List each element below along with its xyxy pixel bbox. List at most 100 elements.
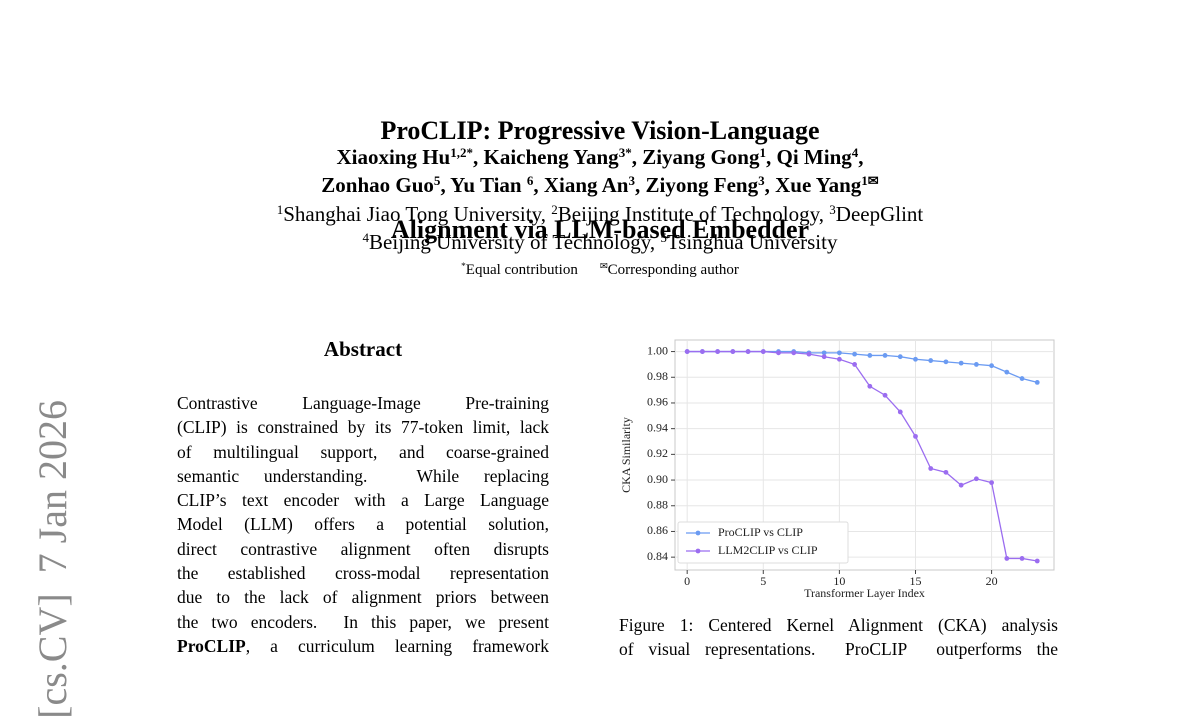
superscript: 3: [758, 172, 765, 188]
point: [852, 351, 858, 357]
abstract-heading: Abstract: [323, 337, 403, 361]
separator: ,: [473, 145, 479, 169]
y-tick-label: 0.94: [647, 420, 668, 434]
superscript: 1: [276, 201, 284, 217]
x-tick-label: 0: [684, 574, 690, 588]
bold-term: ProCLIP: [177, 635, 246, 656]
line: Xiaoxing Hu1,2*, Kaicheng Yang3*, Ziyang…: [0, 143, 1200, 171]
abstract-line: Contrastive Language-Image Pre-training: [177, 393, 549, 413]
separator: ,: [631, 145, 637, 169]
y-tick-label: 0.86: [647, 523, 668, 537]
point: [1004, 369, 1010, 375]
x-axis-label: Transformer Layer Index: [804, 586, 925, 600]
affiliations: 1Shanghai Jiao Tong University, 2Beijing…: [0, 200, 1200, 256]
abstract-line: (CLIP) is constrained by its 77-token li…: [177, 417, 549, 438]
separator: ,: [766, 145, 772, 169]
name: Qi Ming: [776, 145, 852, 169]
name: Xue Yang: [775, 173, 862, 197]
separator: ,: [818, 202, 825, 226]
point: [715, 349, 721, 354]
legend-marker: [695, 548, 701, 554]
superscript: 4: [362, 229, 370, 245]
point: [989, 363, 994, 369]
footnote-text: Equal contribution: [465, 262, 578, 278]
footnote-text: Corresponding author: [607, 262, 739, 278]
point: [928, 466, 934, 471]
separator: ,: [533, 173, 539, 197]
x-tick-label: 10: [833, 574, 845, 588]
point: [973, 362, 979, 367]
caption-line: of visual representations. ProCLIP outpe…: [619, 639, 1058, 660]
point: [1019, 376, 1025, 381]
point: [836, 356, 842, 362]
name: Zonhao Guo: [321, 173, 434, 197]
separator: ,: [440, 173, 446, 197]
y-tick-label: 0.84: [647, 549, 668, 563]
separator: ,: [635, 173, 641, 197]
point: [821, 354, 827, 360]
point: [989, 480, 994, 486]
y-tick-label: 1.00: [647, 343, 668, 357]
superscript: 4: [851, 144, 859, 160]
name: Ziyong Feng: [645, 173, 759, 197]
point: [836, 350, 842, 356]
point: [882, 353, 888, 358]
point: [913, 433, 918, 439]
point: [852, 362, 858, 367]
point: [1034, 558, 1040, 564]
point: [699, 349, 705, 354]
y-axis-label: CKA Similarity: [619, 417, 633, 493]
separator: ,: [764, 173, 770, 197]
abstract-line: direct contrastive alignment often disru…: [177, 538, 549, 559]
x-tick-label: 15: [909, 574, 921, 588]
y-tick-label: 0.92: [647, 446, 668, 460]
abstract-line: Model (LLM) offers a potential solution,: [177, 514, 549, 535]
x-tick-label: 5: [760, 574, 766, 588]
name: Beijing Institute of Technology: [557, 202, 819, 226]
point: [1034, 380, 1040, 385]
name: Kaicheng Yang: [483, 145, 619, 169]
footnote: *Equal contribution: [461, 262, 578, 278]
figure-caption: Figure 1: Centered Kernel Alignment (CKA…: [619, 613, 1058, 662]
point: [1019, 556, 1025, 561]
separator: ,: [858, 145, 864, 169]
point: [867, 353, 873, 358]
superscript: 1: [759, 144, 767, 160]
y-tick-label: 0.90: [647, 472, 668, 486]
abstract-line: semantic understanding. While replacing: [177, 465, 549, 486]
line: Zonhao Guo5, Yu Tian 6, Xiang An3, Ziyon…: [0, 171, 1200, 199]
superscript: 5: [660, 229, 667, 245]
abstract-text: , a curriculum learning framework: [245, 635, 549, 656]
line: 4Beijing University of Technology, 5Tsin…: [0, 228, 1200, 256]
abstract-line: ProCLIP, a curriculum learning framework: [177, 634, 549, 658]
name: Xiaoxing Hu: [336, 145, 451, 169]
paper-title: ProCLIP: Progressive Vision-Language Ali…: [0, 48, 1200, 279]
line: 1Shanghai Jiao Tong University, 2Beijing…: [0, 200, 1200, 228]
abstract-line: the two encoders. In this paper, we pres…: [177, 611, 549, 632]
authors: Xiaoxing Hu1,2*, Kaicheng Yang3*, Ziyang…: [0, 143, 1200, 199]
arxiv-stamp: [cs.CV] 7 Jan 2026: [30, 400, 75, 719]
title-line: Alignment via LLM-based Embedder: [390, 215, 810, 244]
footnote: ✉Corresponding author: [600, 262, 739, 278]
name: Tsinghua University: [666, 230, 838, 254]
point: [928, 358, 934, 363]
point: [776, 350, 781, 356]
point: [760, 349, 766, 354]
legend-box: [677, 521, 849, 564]
superscript: 3*: [618, 144, 632, 160]
chart: 0.84 0.86 0.88 0.90 0.92 0.94 0.96 0.98 1.00 0 5 10…: [619, 339, 1055, 600]
point: [943, 469, 949, 475]
separator: ,: [540, 202, 546, 226]
superscript: 3: [829, 201, 836, 217]
point: [867, 383, 873, 389]
point: [1004, 556, 1010, 561]
superscript: 1✉: [861, 172, 879, 188]
y-tick-label: 0.98: [647, 369, 668, 383]
x-tick-label: 20: [986, 574, 998, 588]
name: Ziyang Gong: [642, 145, 760, 169]
superscript: 5: [433, 172, 441, 188]
point: [958, 482, 964, 488]
abstract-line: CLIP’s text encoder with a Large Languag…: [177, 490, 549, 511]
abstract-line: due to the lack of alignment priors betw…: [177, 587, 549, 608]
name: Yu Tian: [450, 173, 527, 197]
